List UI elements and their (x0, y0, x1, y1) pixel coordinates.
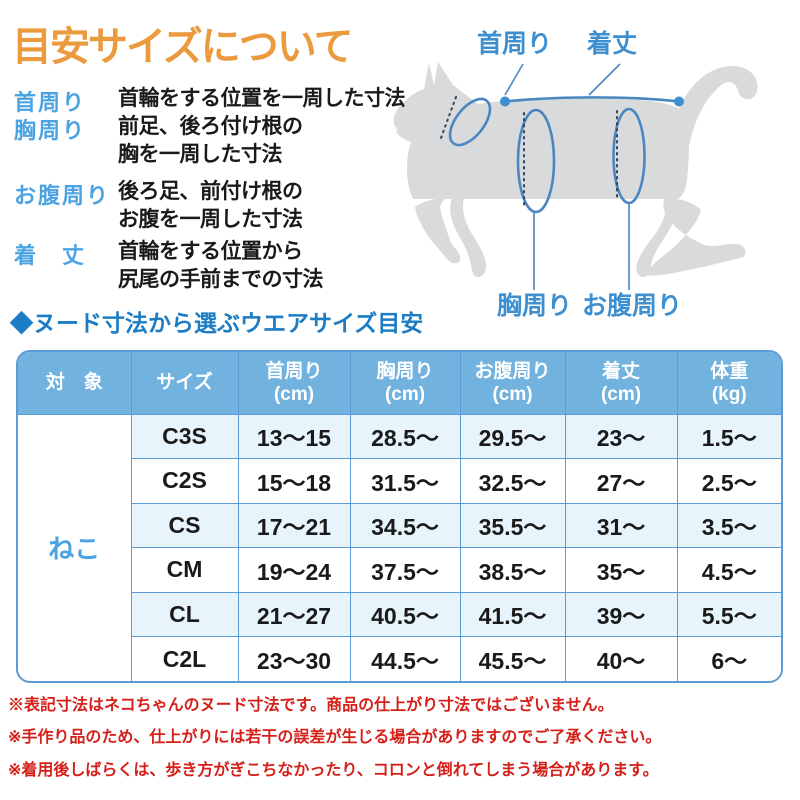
svg-text:着丈: 着丈 (586, 29, 637, 58)
svg-text:お腹周り: お腹周り (582, 291, 682, 320)
svg-text:首周り: 首周り (477, 29, 552, 58)
svg-text:胸周り: 胸周り (497, 292, 572, 320)
